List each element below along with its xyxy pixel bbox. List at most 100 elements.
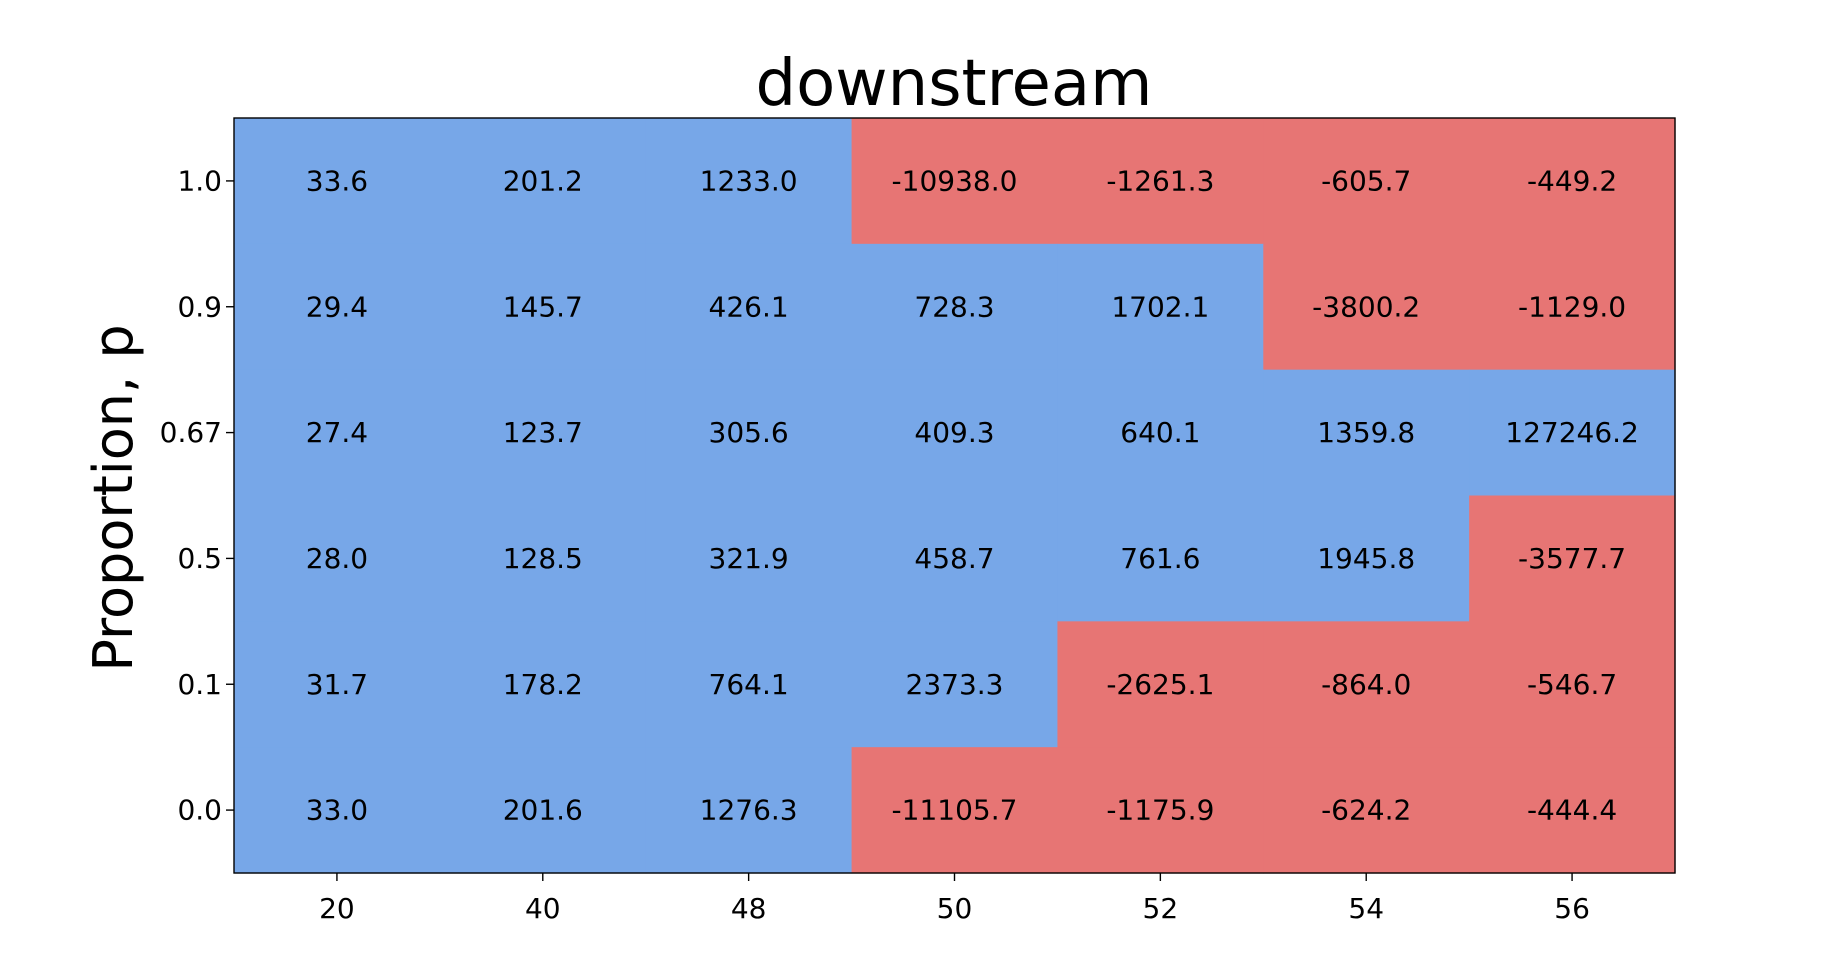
heatmap-cell [851,243,1059,371]
cell-value-label: -449.2 [1527,164,1617,197]
heatmap-cell [645,118,853,245]
heatmap-cell [234,621,441,748]
heatmap-cell [234,495,441,622]
chart-title: downstream [756,47,1153,121]
y-axis-label: Proportion, p [82,324,145,671]
cell-value-label: 27.4 [306,416,368,449]
cell-value-label: -10938.0 [892,164,1018,197]
heatmap-cell [851,621,1059,748]
heatmap-cell [1263,243,1470,371]
cell-value-label: -546.7 [1527,668,1617,701]
heatmap-cell [234,118,441,245]
cell-value-label: -624.2 [1321,794,1411,827]
cell-value-label: 33.0 [306,794,368,827]
heatmap-cell [439,495,647,622]
cell-value-label: 127246.2 [1505,416,1639,449]
cell-value-label: 1359.8 [1317,416,1415,449]
cell-value-label: 1233.0 [700,164,798,197]
heatmap-cell [1469,369,1676,497]
heatmap-cell [1057,369,1264,497]
heatmap-cell [645,621,853,748]
heatmap-cell-labels: 33.6 201.2 1233.0 -10938.0 -1261.3 -605.7 -449… [306,164,1639,826]
x-tick-label: 50 [937,892,973,925]
cell-value-label: 426.1 [709,290,789,323]
heatmap-cell [645,243,853,371]
cell-value-label: -3577.7 [1518,542,1626,575]
heatmap-cells [234,118,1676,874]
cell-value-label: 31.7 [306,668,368,701]
heatmap-cell [1469,621,1676,748]
cell-value-label: -1175.9 [1106,794,1214,827]
heatmap-cell [851,495,1059,622]
heatmap-cell [1057,118,1264,245]
heatmap-cell [1057,243,1264,371]
cell-value-label: 1276.3 [700,794,798,827]
heatmap-cell [439,118,647,245]
heatmap-cell [1057,495,1264,622]
cell-value-label: 764.1 [709,668,789,701]
heatmap-cell [439,243,647,371]
cell-value-label: 305.6 [709,416,789,449]
heatmap-cell [1057,747,1264,874]
heatmap-cell [1263,495,1470,622]
heatmap-cell [645,495,853,622]
heatmap-cell [1469,118,1676,245]
heatmap-cell [234,747,441,874]
heatmap-cell [234,243,441,371]
cell-value-label: 201.6 [503,794,583,827]
heatmap-cell [439,747,647,874]
heatmap-cell [1263,118,1470,245]
heatmap-cell [1263,747,1470,874]
heatmap-cell [851,369,1059,497]
cell-value-label: -11105.7 [892,794,1018,827]
cell-value-label: 29.4 [306,290,368,323]
cell-value-label: -1129.0 [1518,290,1626,323]
x-tick-label: 56 [1554,892,1590,925]
cell-value-label: -1261.3 [1106,164,1214,197]
heatmap-cell [1057,621,1264,748]
x-tick-label: 40 [525,892,561,925]
cell-value-label: -2625.1 [1106,668,1214,701]
heatmap-cell [851,747,1059,874]
cell-value-label: 201.2 [503,164,583,197]
cell-value-label: 123.7 [503,416,583,449]
cell-value-label: -3800.2 [1312,290,1420,323]
cell-value-label: 2373.3 [906,668,1004,701]
heatmap-cell [1469,747,1676,874]
y-tick-label: 0.1 [177,668,222,701]
heatmap-cell [234,369,441,497]
heatmap-cell [1263,369,1470,497]
x-tick-label: 48 [731,892,767,925]
cell-value-label: -864.0 [1321,668,1411,701]
cell-value-label: 1945.8 [1317,542,1415,575]
cell-value-label: 28.0 [306,542,368,575]
cell-value-label: 178.2 [503,668,583,701]
cell-value-label: 728.3 [914,290,994,323]
heatmap-cell [1263,621,1470,748]
y-tick-label: 1.0 [177,164,222,197]
cell-value-label: 1702.1 [1111,290,1209,323]
cell-value-label: -444.4 [1527,794,1617,827]
y-tick-label: 0.0 [177,794,222,827]
heatmap-cell [1469,243,1676,371]
x-tick-label: 54 [1348,892,1384,925]
cell-value-label: 409.3 [914,416,994,449]
cell-value-label: 128.5 [503,542,583,575]
x-tick-label: 20 [319,892,355,925]
cell-value-label: 145.7 [503,290,583,323]
heatmap-cell [439,621,647,748]
cell-value-label: -605.7 [1321,164,1411,197]
cell-value-label: 761.6 [1120,542,1200,575]
cell-value-label: 33.6 [306,164,368,197]
cell-value-label: 321.9 [709,542,789,575]
heatmap-cell [645,747,853,874]
cell-value-label: 458.7 [914,542,994,575]
heatmap-cell [645,369,853,497]
heatmap-cell [1469,495,1676,622]
cell-value-label: 640.1 [1120,416,1200,449]
x-tick-label: 52 [1143,892,1179,925]
heatmap-cell [439,369,647,497]
heatmap-axes: 20 40 48 50 52 54 56 1.0 0.9 0.67 0.5 0.1 0.0 [160,117,1676,925]
heatmap-cell [851,118,1059,245]
